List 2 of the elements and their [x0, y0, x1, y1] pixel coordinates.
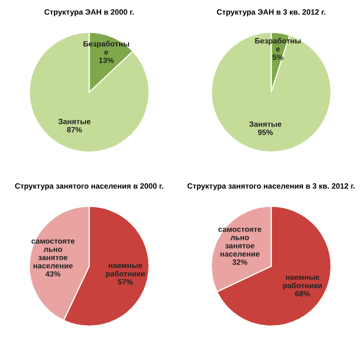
- pie-slice: [210, 32, 332, 153]
- pie-slice: [28, 32, 150, 153]
